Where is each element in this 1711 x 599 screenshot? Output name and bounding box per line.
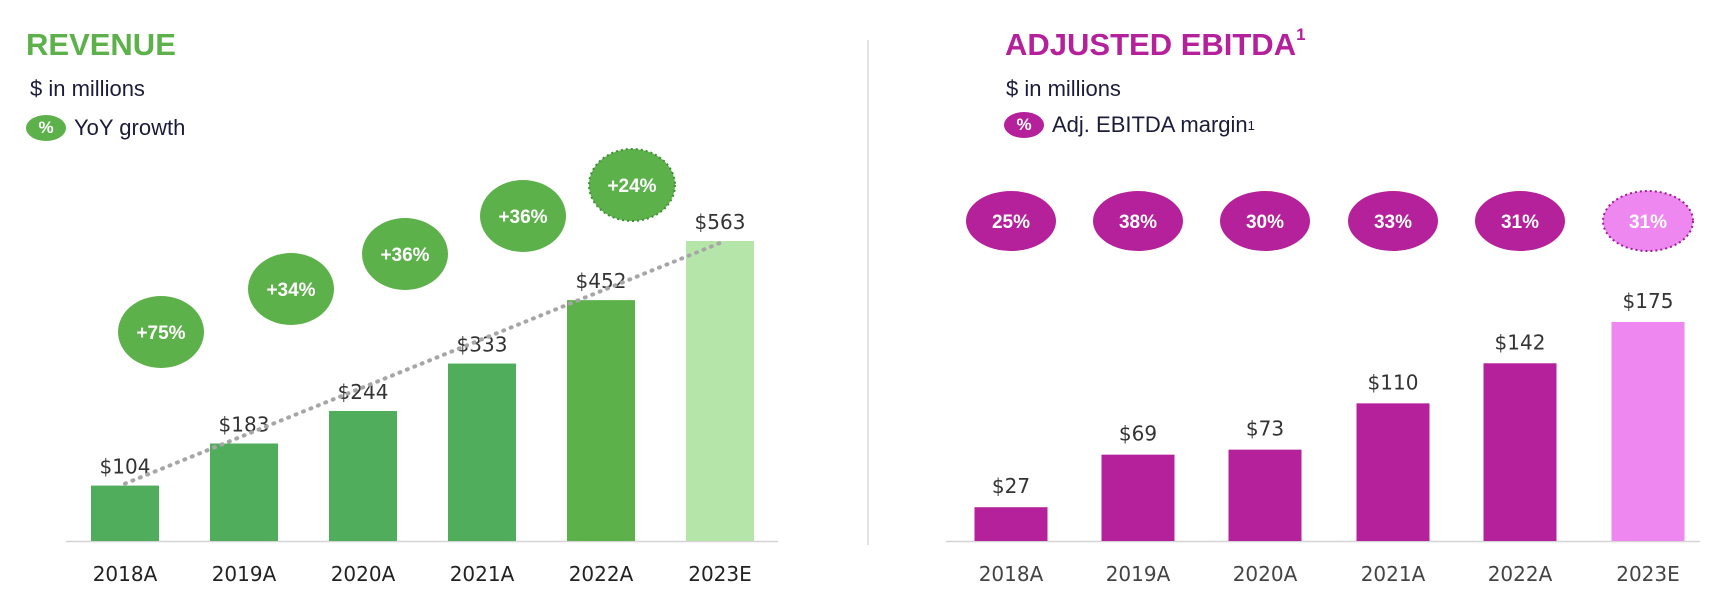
ebitda-category-label-2020A: 2020A [1233, 562, 1298, 586]
percent-badge-icon: % [26, 115, 66, 141]
revenue-category-label-2018A: 2018A [93, 562, 158, 586]
revenue-value-label-2020A: $244 [338, 380, 389, 404]
ebitda-margin-label-2020A: 30% [1246, 212, 1284, 233]
revenue-bar-2018A [91, 485, 159, 541]
revenue-growth-label-2022A: +36% [498, 207, 547, 228]
revenue-growth-bubble-2021A [362, 218, 448, 290]
ebitda-value-label-2019A: $69 [1119, 422, 1157, 446]
revenue-chart: $104 2018A $183 2019A $244 2020A $333 2021A $452… [66, 148, 778, 586]
revenue-value-label-2023E: $563 [695, 210, 746, 234]
ebitda-margin-bubble-2021A [1348, 191, 1438, 251]
revenue-value-label-2022A: $452 [576, 269, 627, 293]
revenue-growth-bubble-2020A [248, 253, 334, 325]
ebitda-chart: $27 2018A 25% $69 2019A 38% $73 2020A 30% $110 202… [946, 190, 1700, 586]
ebitda-bar-2019A [1101, 454, 1175, 541]
ebitda-margin-label-2018A: 25% [992, 212, 1030, 233]
revenue-growth-bubble-2019A [118, 296, 204, 368]
revenue-growth-bubble-2023E [588, 148, 676, 222]
ebitda-value-label-2021A: $110 [1368, 370, 1419, 394]
revenue-value-label-2021A: $333 [457, 333, 508, 357]
percent-badge-icon: % [1004, 112, 1044, 138]
revenue-growth-label-2019A: +75% [136, 323, 185, 344]
ebitda-unit-label: $ in millions [1006, 76, 1121, 101]
revenue-trend-line [123, 241, 722, 486]
revenue-growth-label-2023E: +24% [607, 176, 656, 197]
revenue-title: REVENUE [26, 27, 176, 62]
revenue-bar-2019A [210, 443, 278, 541]
revenue-unit-label: $ in millions [30, 76, 145, 101]
revenue-bar-2021A [448, 363, 516, 541]
ebitda-title-footnote: 1 [1296, 25, 1306, 44]
ebitda-title: ADJUSTED EBITDA1 [1005, 25, 1306, 63]
revenue-growth-bubble-2022A [480, 180, 566, 252]
ebitda-bar-2021A [1356, 403, 1430, 541]
ebitda-margin-bubble-2023E [1602, 190, 1694, 252]
revenue-bar-2023E [686, 241, 754, 541]
ebitda-legend: % Adj. EBITDA margin 1 [1004, 112, 1255, 138]
ebitda-title-text: ADJUSTED EBITDA [1005, 27, 1297, 62]
ebitda-margin-label-2019A: 38% [1119, 212, 1157, 233]
ebitda-category-label-2019A: 2019A [1106, 562, 1171, 586]
revenue-category-label-2022A: 2022A [569, 562, 634, 586]
revenue-legend-label: YoY growth [74, 115, 186, 140]
revenue-category-label-2019A: 2019A [212, 562, 277, 586]
revenue-bar-2022A [567, 300, 635, 541]
revenue-bar-2020A [329, 410, 397, 541]
ebitda-margin-label-2022A: 31% [1501, 212, 1539, 233]
revenue-growth-label-2020A: +34% [266, 280, 315, 301]
ebitda-value-label-2018A: $27 [992, 474, 1030, 498]
ebitda-value-label-2022A: $142 [1495, 330, 1546, 354]
ebitda-bar-2022A [1483, 363, 1557, 541]
revenue-value-label-2018A: $104 [100, 455, 151, 479]
ebitda-margin-bubble-2022A [1475, 191, 1565, 251]
revenue-category-label-2020A: 2020A [331, 562, 396, 586]
ebitda-value-label-2023E: $175 [1623, 289, 1674, 313]
revenue-value-label-2019A: $183 [219, 412, 270, 436]
ebitda-category-label-2018A: 2018A [979, 562, 1044, 586]
ebitda-margin-bubble-2018A [966, 191, 1056, 251]
ebitda-margin-label-2021A: 33% [1374, 212, 1412, 233]
revenue-legend: % YoY growth [26, 115, 185, 141]
ebitda-category-label-2022A: 2022A [1488, 562, 1553, 586]
ebitda-margin-bubble-2019A [1093, 191, 1183, 251]
ebitda-category-label-2021A: 2021A [1361, 562, 1426, 586]
ebitda-margin-label-2023E: 31% [1629, 212, 1667, 233]
revenue-category-label-2023E: 2023E [688, 562, 752, 586]
ebitda-margin-bubble-2020A [1220, 191, 1310, 251]
ebitda-bar-2023E [1611, 322, 1685, 541]
revenue-category-label-2021A: 2021A [450, 562, 515, 586]
ebitda-bar-2018A [974, 507, 1048, 541]
revenue-growth-label-2021A: +36% [380, 245, 429, 266]
ebitda-legend-footnote: 1 [1247, 117, 1255, 133]
ebitda-bar-2020A [1228, 449, 1302, 541]
ebitda-category-label-2023E: 2023E [1616, 562, 1680, 586]
ebitda-legend-label: Adj. EBITDA margin [1052, 112, 1248, 137]
ebitda-value-label-2020A: $73 [1246, 417, 1284, 441]
